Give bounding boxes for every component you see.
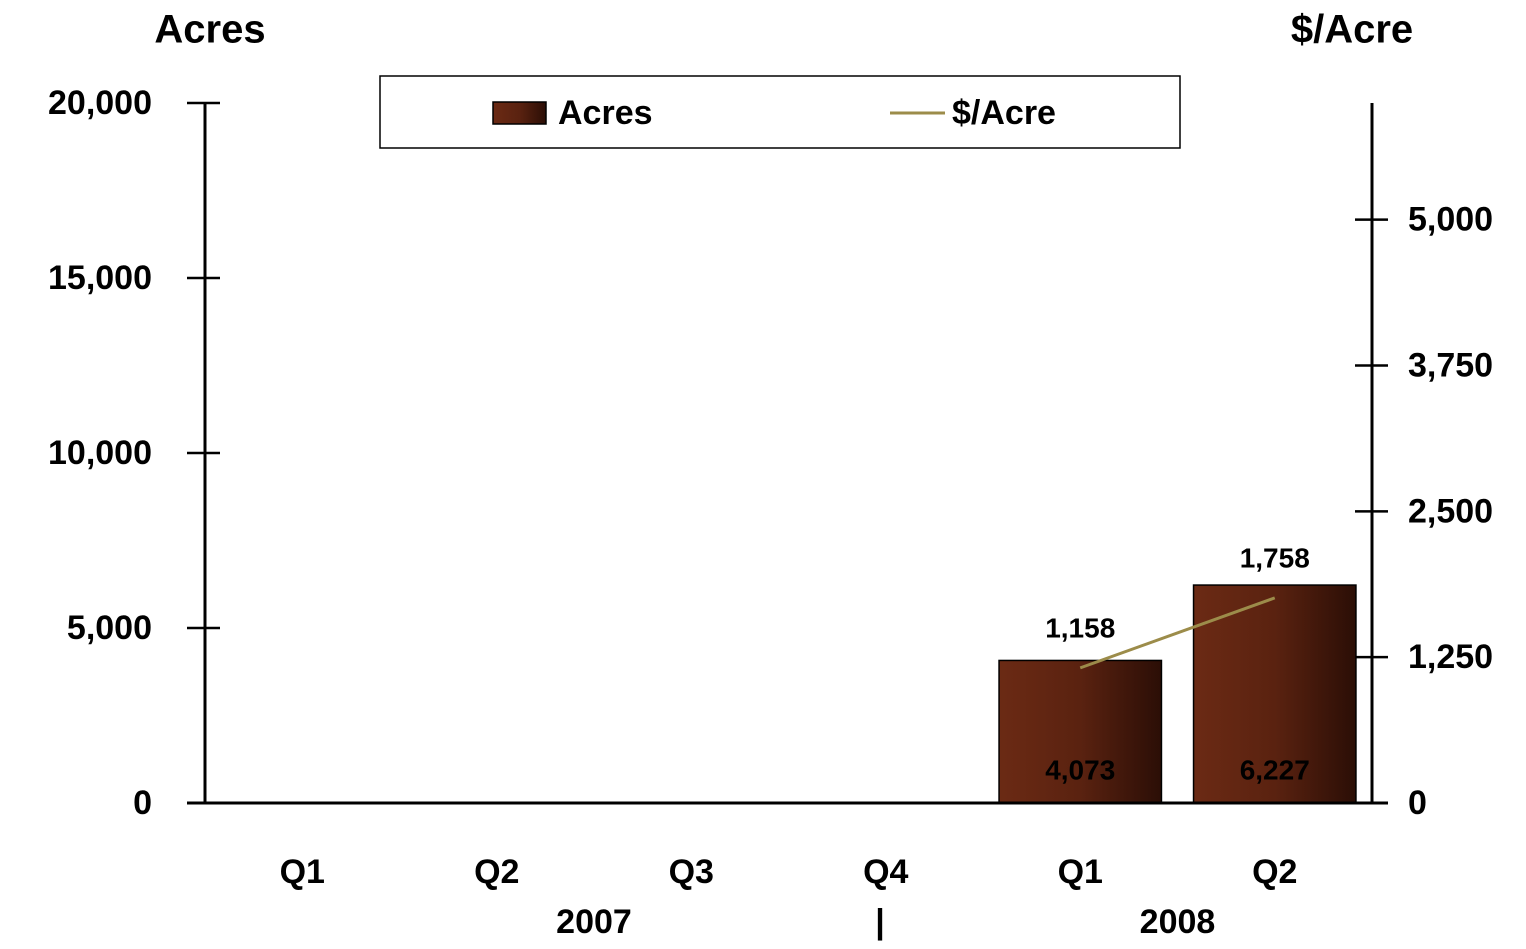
line-value-label: 1,758	[1240, 542, 1310, 573]
x-tick-label: Q1	[280, 853, 325, 891]
line-value-label: 1,158	[1045, 612, 1115, 643]
legend-label: $/Acre	[952, 94, 1056, 132]
y2-tick-label: 5,000	[1408, 201, 1493, 239]
y-tick-label: 20,000	[48, 84, 152, 122]
bar	[998, 659, 1163, 804]
y-tick-label: 5,000	[67, 609, 152, 647]
legend-swatch	[492, 101, 547, 125]
y-tick-label: 15,000	[48, 259, 152, 297]
y-tick-label: 0	[133, 784, 152, 822]
y-axis-title: Acres	[154, 8, 265, 52]
x-tick-label: Q2	[474, 853, 519, 891]
line	[1079, 596, 1276, 670]
bar	[1192, 584, 1357, 804]
y2-tick-label: 1,250	[1408, 638, 1493, 676]
y2-tick-label: 0	[1408, 784, 1427, 822]
x-tick-label: Q2	[1252, 853, 1297, 891]
y2-axis-title: $/Acre	[1291, 8, 1413, 52]
y-tick-label: 10,000	[48, 434, 152, 472]
x-group-separator: |	[875, 903, 885, 941]
bar-value-label: 4,073	[1045, 754, 1115, 785]
x-tick-label: Q4	[863, 853, 908, 891]
y2-tick-label: 2,500	[1408, 492, 1493, 530]
bar-value-label: 6,227	[1240, 754, 1310, 785]
x-group-label: 2008	[1140, 903, 1216, 941]
legend-label: Acres	[558, 94, 653, 132]
x-group-label: 2007	[556, 903, 632, 941]
y2-tick-label: 3,750	[1408, 346, 1493, 384]
x-tick-label: Q1	[1058, 853, 1103, 891]
x-tick-label: Q3	[669, 853, 714, 891]
